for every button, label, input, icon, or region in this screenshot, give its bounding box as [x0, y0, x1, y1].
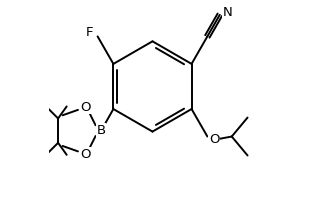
Text: O: O [209, 133, 219, 146]
Text: N: N [223, 6, 233, 19]
Text: F: F [86, 26, 93, 39]
Text: B: B [96, 124, 106, 137]
Text: O: O [80, 148, 90, 161]
Text: O: O [80, 101, 90, 114]
